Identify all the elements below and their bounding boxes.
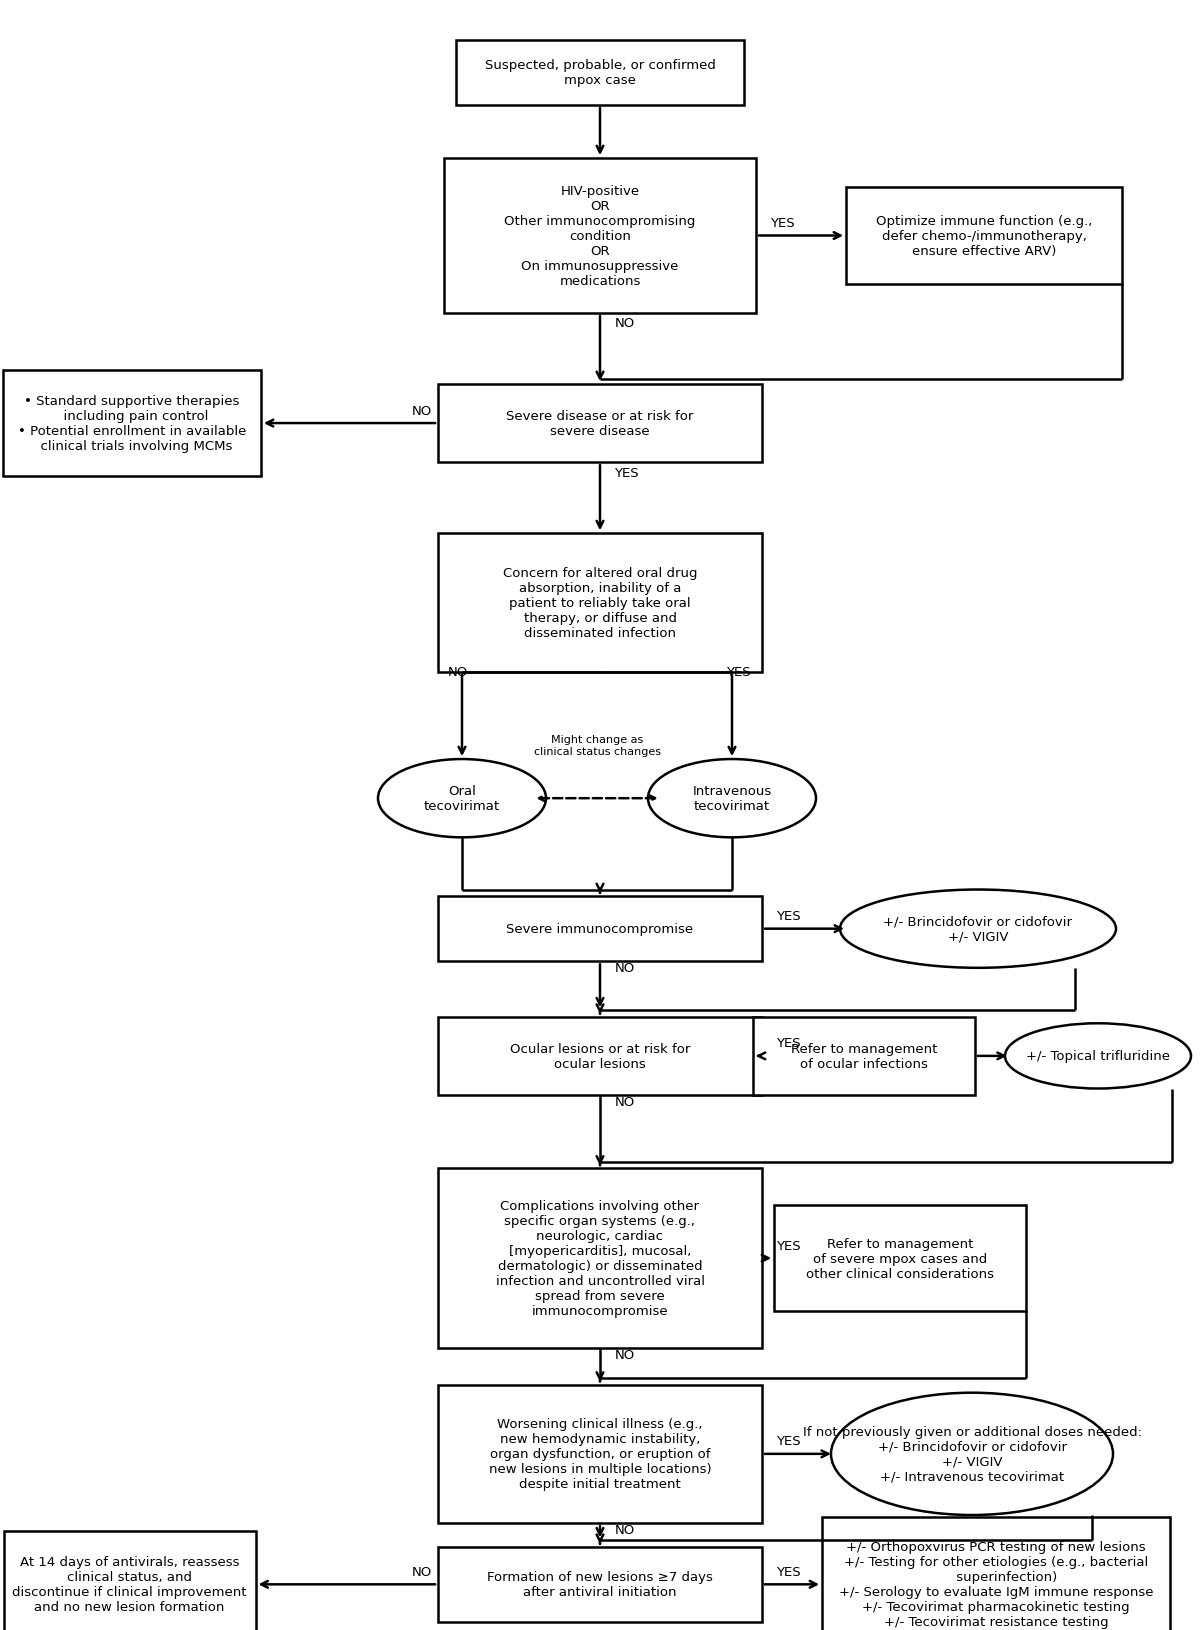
Text: NO: NO xyxy=(614,318,635,329)
Text: Intravenous
tecovirimat: Intravenous tecovirimat xyxy=(692,784,772,813)
Text: NO: NO xyxy=(412,404,432,417)
FancyBboxPatch shape xyxy=(4,372,262,476)
FancyBboxPatch shape xyxy=(438,385,762,463)
Text: YES: YES xyxy=(614,466,640,479)
FancyBboxPatch shape xyxy=(444,160,756,313)
Ellipse shape xyxy=(832,1392,1114,1516)
Text: YES: YES xyxy=(776,1434,802,1447)
Text: YES: YES xyxy=(776,1239,802,1252)
Ellipse shape xyxy=(840,890,1116,968)
Text: Concern for altered oral drug
absorption, inability of a
patient to reliably tak: Concern for altered oral drug absorption… xyxy=(503,567,697,639)
Text: Severe immunocompromise: Severe immunocompromise xyxy=(506,923,694,936)
Text: Formation of new lesions ≥7 days
after antiviral initiation: Formation of new lesions ≥7 days after a… xyxy=(487,1570,713,1599)
Text: +/- Orthopoxvirus PCR testing of new lesions
+/- Testing for other etiologies (e: +/- Orthopoxvirus PCR testing of new les… xyxy=(839,1540,1153,1628)
Text: Suspected, probable, or confirmed
mpox case: Suspected, probable, or confirmed mpox c… xyxy=(485,59,715,88)
FancyBboxPatch shape xyxy=(438,897,762,962)
FancyBboxPatch shape xyxy=(822,1518,1170,1630)
Ellipse shape xyxy=(378,760,546,838)
Text: NO: NO xyxy=(614,962,635,975)
Text: Might change as
clinical status changes: Might change as clinical status changes xyxy=(534,735,661,756)
Text: HIV-positive
OR
Other immunocompromising
condition
OR
On immunosuppressive
medic: HIV-positive OR Other immunocompromising… xyxy=(504,184,696,289)
FancyBboxPatch shape xyxy=(438,1547,762,1622)
FancyBboxPatch shape xyxy=(438,1384,762,1522)
FancyBboxPatch shape xyxy=(774,1206,1026,1311)
Ellipse shape xyxy=(648,760,816,838)
Text: +/- Brincidofovir or cidofovir
+/- VIGIV: +/- Brincidofovir or cidofovir +/- VIGIV xyxy=(883,914,1073,944)
FancyBboxPatch shape xyxy=(438,1169,762,1348)
Text: NO: NO xyxy=(614,1095,635,1108)
Text: Refer to management
of ocular infections: Refer to management of ocular infections xyxy=(791,1042,937,1071)
Text: • Standard supportive therapies
  including pain control
• Potential enrollment : • Standard supportive therapies includin… xyxy=(18,394,246,453)
FancyBboxPatch shape xyxy=(846,187,1122,285)
FancyBboxPatch shape xyxy=(4,1532,256,1630)
Text: NO: NO xyxy=(448,667,468,678)
Text: +/- Topical trifluridine: +/- Topical trifluridine xyxy=(1026,1050,1170,1063)
Text: Oral
tecovirimat: Oral tecovirimat xyxy=(424,784,500,813)
Text: YES: YES xyxy=(776,910,802,923)
Text: NO: NO xyxy=(412,1565,432,1578)
FancyBboxPatch shape xyxy=(456,41,744,106)
Text: Worsening clinical illness (e.g.,
new hemodynamic instability,
organ dysfunction: Worsening clinical illness (e.g., new he… xyxy=(488,1418,712,1490)
Text: Complications involving other
specific organ systems (e.g.,
neurologic, cardiac
: Complications involving other specific o… xyxy=(496,1200,704,1317)
Text: YES: YES xyxy=(770,217,796,230)
FancyBboxPatch shape xyxy=(438,1017,762,1095)
Text: YES: YES xyxy=(776,1037,802,1050)
Text: If not previously given or additional doses needed:
+/- Brincidofovir or cidofov: If not previously given or additional do… xyxy=(803,1425,1141,1483)
Text: NO: NO xyxy=(614,1524,635,1535)
FancyBboxPatch shape xyxy=(754,1017,974,1095)
Text: Optimize immune function (e.g.,
defer chemo-/immunotherapy,
ensure effective ARV: Optimize immune function (e.g., defer ch… xyxy=(876,215,1092,258)
Text: Refer to management
of severe mpox cases and
other clinical considerations: Refer to management of severe mpox cases… xyxy=(806,1237,994,1280)
Text: Severe disease or at risk for
severe disease: Severe disease or at risk for severe dis… xyxy=(506,409,694,438)
Text: Ocular lesions or at risk for
ocular lesions: Ocular lesions or at risk for ocular les… xyxy=(510,1042,690,1071)
Text: YES: YES xyxy=(726,667,751,678)
Ellipse shape xyxy=(1006,1024,1190,1089)
FancyBboxPatch shape xyxy=(438,535,762,672)
Text: YES: YES xyxy=(776,1565,802,1578)
Text: NO: NO xyxy=(614,1348,635,1361)
Text: At 14 days of antivirals, reassess
clinical status, and
discontinue if clinical : At 14 days of antivirals, reassess clini… xyxy=(12,1555,247,1614)
